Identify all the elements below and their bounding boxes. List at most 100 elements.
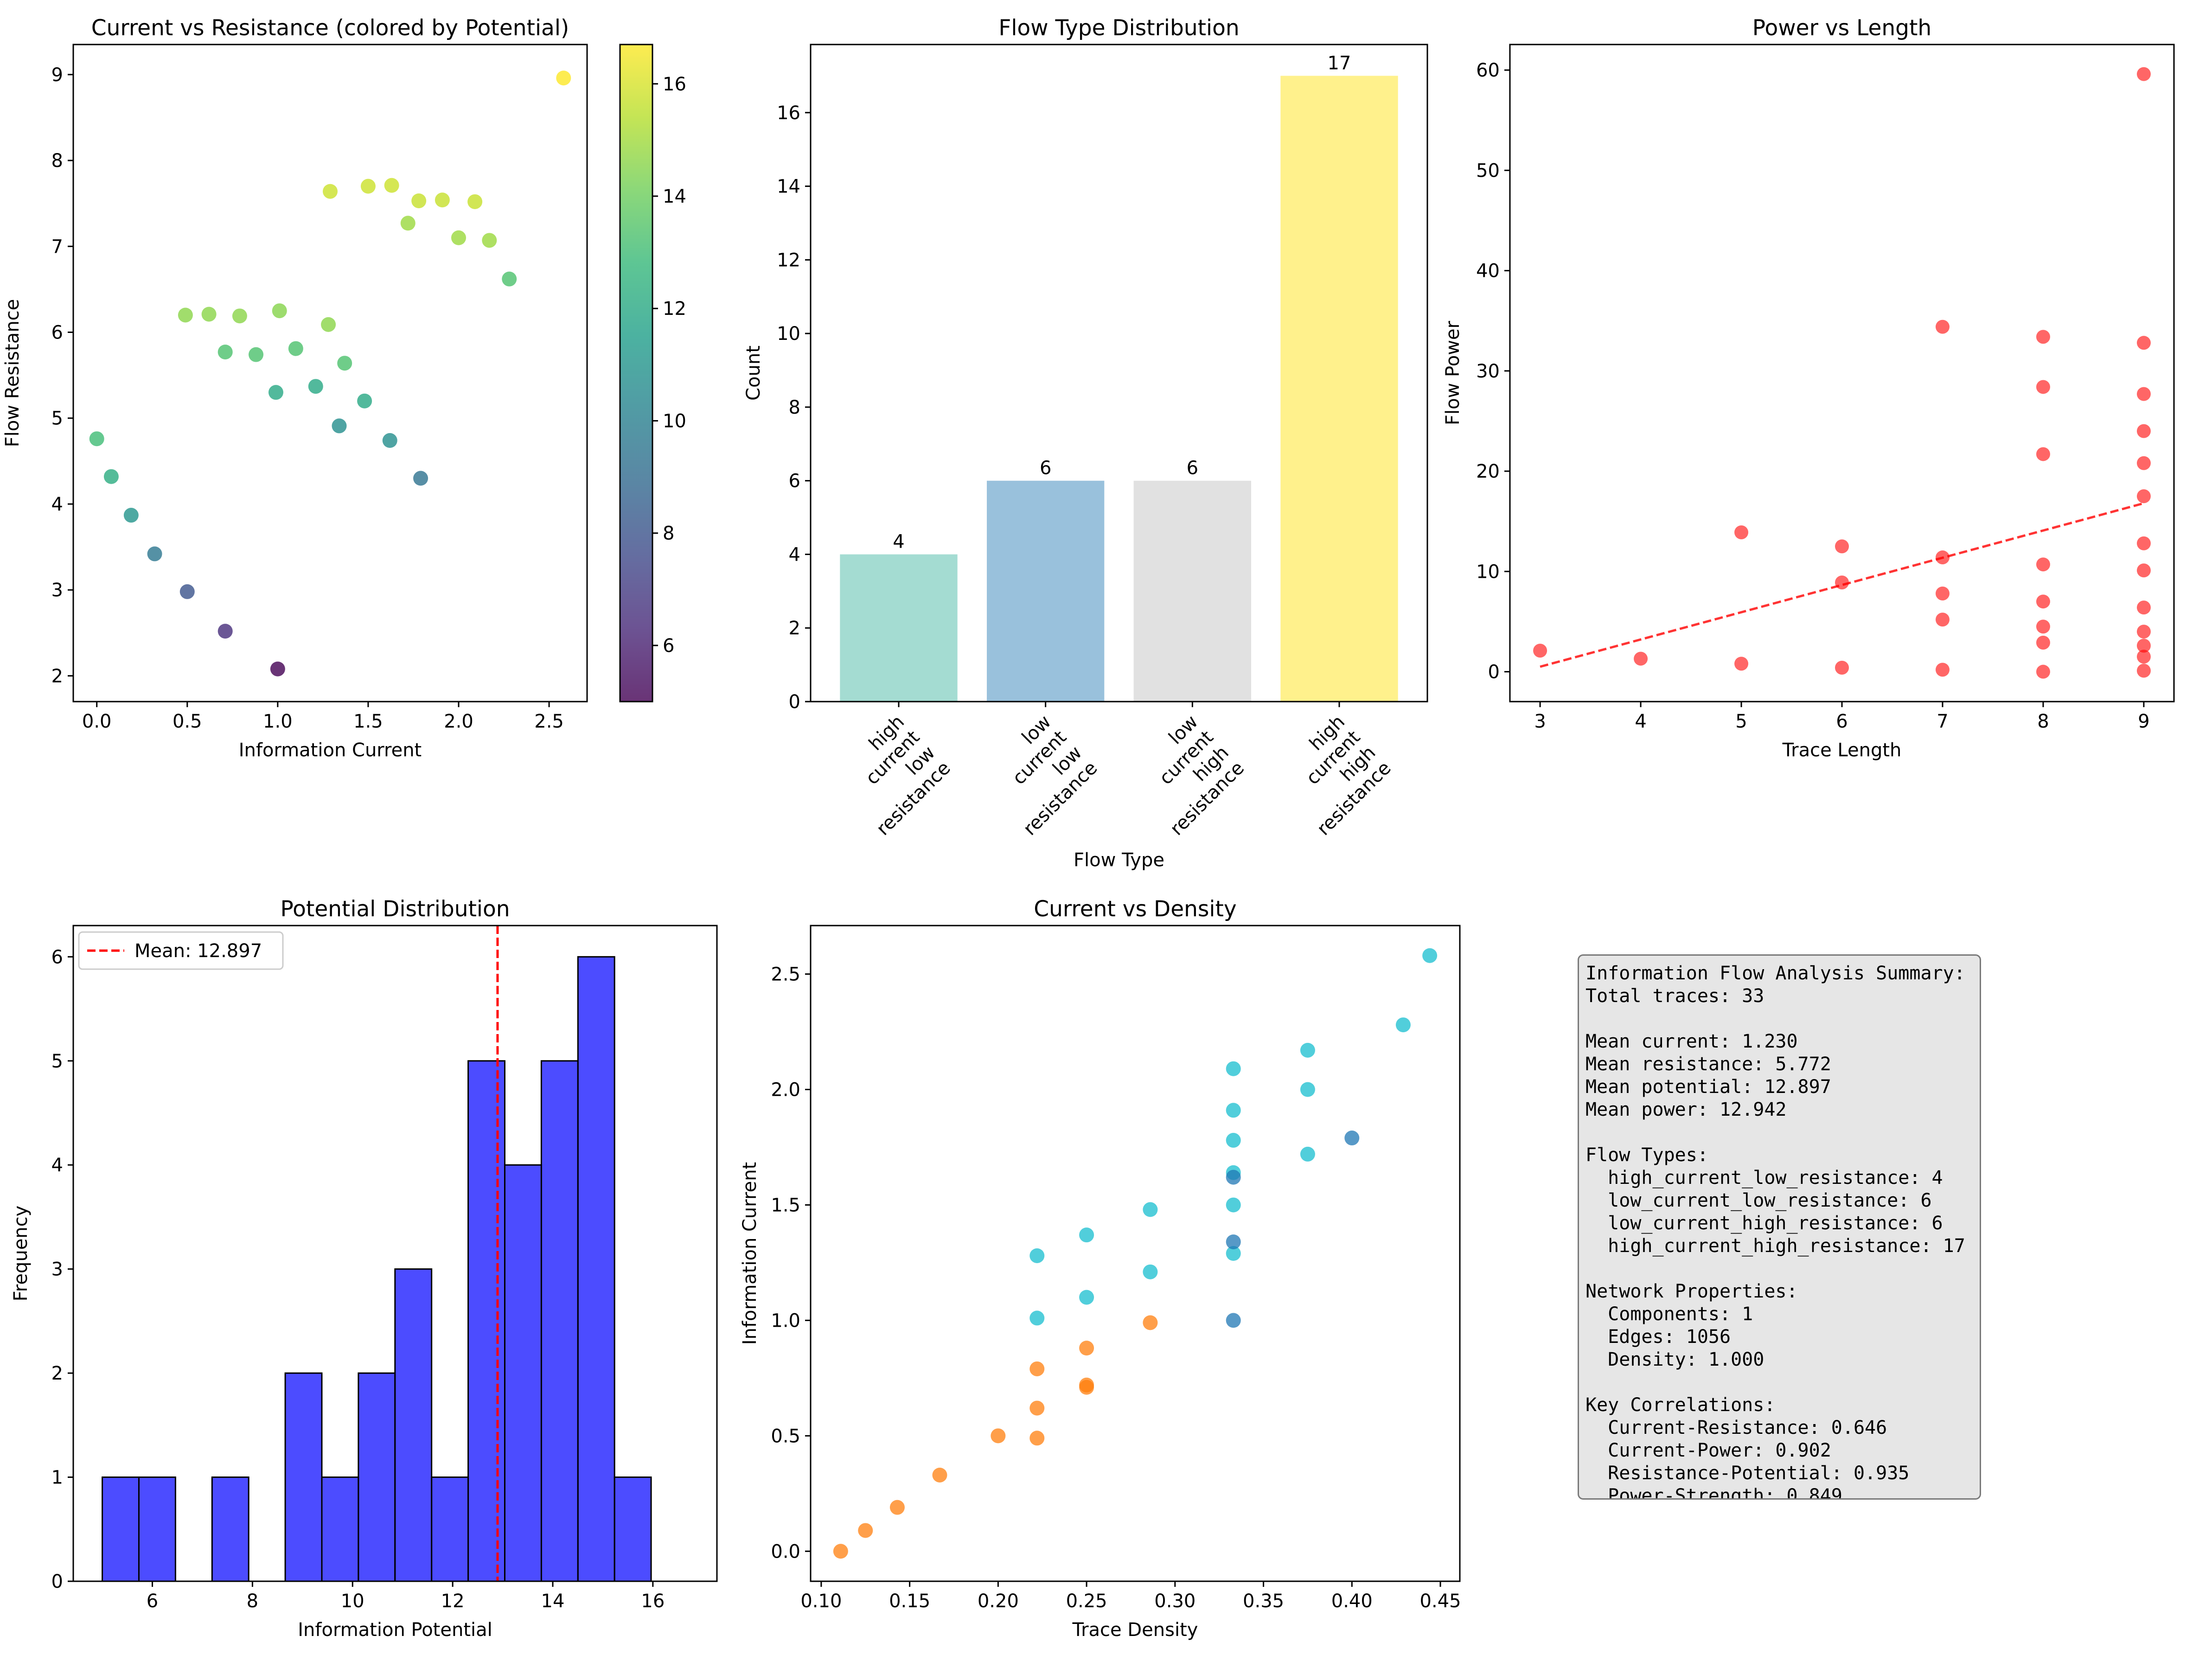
- data-point: [201, 307, 217, 322]
- data-point: [1079, 1227, 1094, 1243]
- data-point: [2136, 639, 2151, 653]
- y-tick-label: 10: [1476, 561, 1500, 582]
- x-tick-label: 8: [247, 1591, 258, 1612]
- data-point: [89, 431, 104, 447]
- summary-line: Total traces: 33: [1585, 985, 1764, 1007]
- data-point: [123, 508, 139, 523]
- data-point: [1835, 660, 1849, 675]
- y-axis-label: Flow Power: [1442, 320, 1464, 425]
- data-point: [2136, 664, 2151, 678]
- data-point: [2036, 665, 2050, 679]
- data-point: [2036, 447, 2050, 461]
- summary-line: Resistance-Potential: 0.935: [1585, 1463, 1910, 1484]
- x-tick-label: lowcurrenthighresistance: [1120, 711, 1248, 840]
- bar-value-label: 6: [1187, 458, 1198, 479]
- x-tick-label: 7: [1937, 711, 1948, 732]
- data-point: [2136, 336, 2151, 350]
- summary-line: Current-Resistance: 0.646: [1585, 1417, 1887, 1438]
- axes-frame: [810, 44, 1428, 703]
- data-point: [413, 471, 428, 486]
- data-point: [1029, 1310, 1045, 1326]
- data-point: [1344, 1131, 1360, 1146]
- y-tick-label: 40: [1476, 261, 1500, 282]
- data-point: [323, 184, 338, 199]
- x-tick-label: 1.0: [263, 711, 293, 732]
- x-tick-label: 9: [2138, 711, 2149, 732]
- x-axis-label: Trace Length: [1782, 740, 1902, 761]
- data-point: [2136, 563, 2151, 578]
- data-point: [332, 418, 347, 434]
- data-point: [1079, 1377, 1094, 1393]
- summary-line: [1585, 1008, 1973, 1030]
- y-tick-label: 1.0: [771, 1310, 800, 1331]
- colorbar-tick-label: 16: [663, 74, 686, 95]
- data-point: [1029, 1248, 1045, 1263]
- histogram-bar: [138, 1476, 176, 1582]
- data-point: [1395, 1017, 1411, 1033]
- data-point: [179, 584, 195, 599]
- data-point: [1143, 1264, 1158, 1279]
- x-tick-label: lowcurrentlowresistance: [973, 711, 1101, 840]
- summary-line: Flow Types:: [1585, 1144, 1708, 1166]
- summary-line: Current-Power: 0.902: [1585, 1440, 1831, 1461]
- summary-line: Edges: 1056: [1585, 1326, 1731, 1348]
- data-point: [2136, 601, 2151, 615]
- data-point: [451, 230, 466, 245]
- x-tick-label: 0.35: [1243, 1591, 1284, 1612]
- x-tick-label: 0.40: [1331, 1591, 1373, 1612]
- data-point: [2036, 620, 2050, 634]
- data-point: [858, 1523, 873, 1538]
- colorbar-tick-label: 14: [663, 186, 686, 207]
- data-point: [308, 379, 323, 394]
- data-point: [178, 307, 193, 323]
- bar-value-label: 4: [893, 531, 904, 552]
- data-point: [1143, 1315, 1158, 1330]
- p4-axes: Potential Distribution Information Potent…: [10, 896, 718, 1641]
- data-point: [932, 1467, 947, 1482]
- y-tick-label: 0.0: [771, 1541, 800, 1562]
- y-tick-label: 8: [51, 150, 63, 172]
- colorbar-tick-label: 8: [663, 523, 674, 544]
- p3-axes: Power vs Length Trace Length Flow Power 3 4 5…: [1442, 15, 2175, 761]
- y-tick-label: 30: [1476, 361, 1500, 382]
- x-tick-label: 5: [1735, 711, 1747, 732]
- y-tick-label: 4: [789, 544, 800, 565]
- colorbar: [619, 44, 653, 703]
- data-point: [1079, 1290, 1094, 1305]
- summary-line: low_current_high_resistance: 6: [1585, 1213, 1943, 1234]
- histogram-bar: [504, 1164, 542, 1582]
- x-tick-label: 6: [147, 1591, 158, 1612]
- data-point: [1029, 1400, 1045, 1416]
- y-tick-label: 1: [51, 1467, 63, 1489]
- data-point: [1226, 1169, 1241, 1185]
- x-tick-label: 0.20: [978, 1591, 1019, 1612]
- x-tick-label: 0.0: [82, 711, 112, 732]
- y-tick-label: 10: [777, 323, 800, 345]
- bar-value-label: 6: [1040, 458, 1051, 479]
- summary-line: Density: 1.000: [1585, 1349, 1764, 1370]
- bar-value-label: 17: [1328, 52, 1351, 74]
- y-tick-label: 5: [51, 1051, 63, 1072]
- data-point: [217, 345, 233, 360]
- data-point: [2036, 594, 2050, 609]
- x-tick-label: highcurrentlowresistance: [826, 711, 954, 840]
- data-point: [2136, 456, 2151, 470]
- data-point: [1935, 613, 1950, 627]
- x-axis-label: Flow Type: [1074, 850, 1164, 871]
- p1-axes: Current vs Resistance (colored by Potent…: [2, 15, 686, 761]
- x-tick-label: 6: [1836, 711, 1848, 732]
- data-point: [1226, 1234, 1241, 1250]
- x-tick-label: 0.15: [889, 1591, 930, 1612]
- x-tick-label: 12: [441, 1591, 465, 1612]
- data-point: [1226, 1246, 1241, 1261]
- data-point: [360, 179, 376, 194]
- colorbar-tick-label: 12: [663, 298, 686, 319]
- summary-line: Power-Strength: 0.849: [1585, 1485, 1842, 1500]
- x-axis-label: Information Potential: [298, 1619, 492, 1641]
- summary-line: Components: 1: [1585, 1304, 1753, 1325]
- data-point: [1935, 663, 1950, 677]
- p2-axes: Flow Type Distribution Flow Type Count 0 2 4 6…: [743, 15, 1428, 871]
- data-point: [217, 624, 233, 639]
- x-tick-label: 0.25: [1066, 1591, 1107, 1612]
- data-point: [1533, 644, 1547, 658]
